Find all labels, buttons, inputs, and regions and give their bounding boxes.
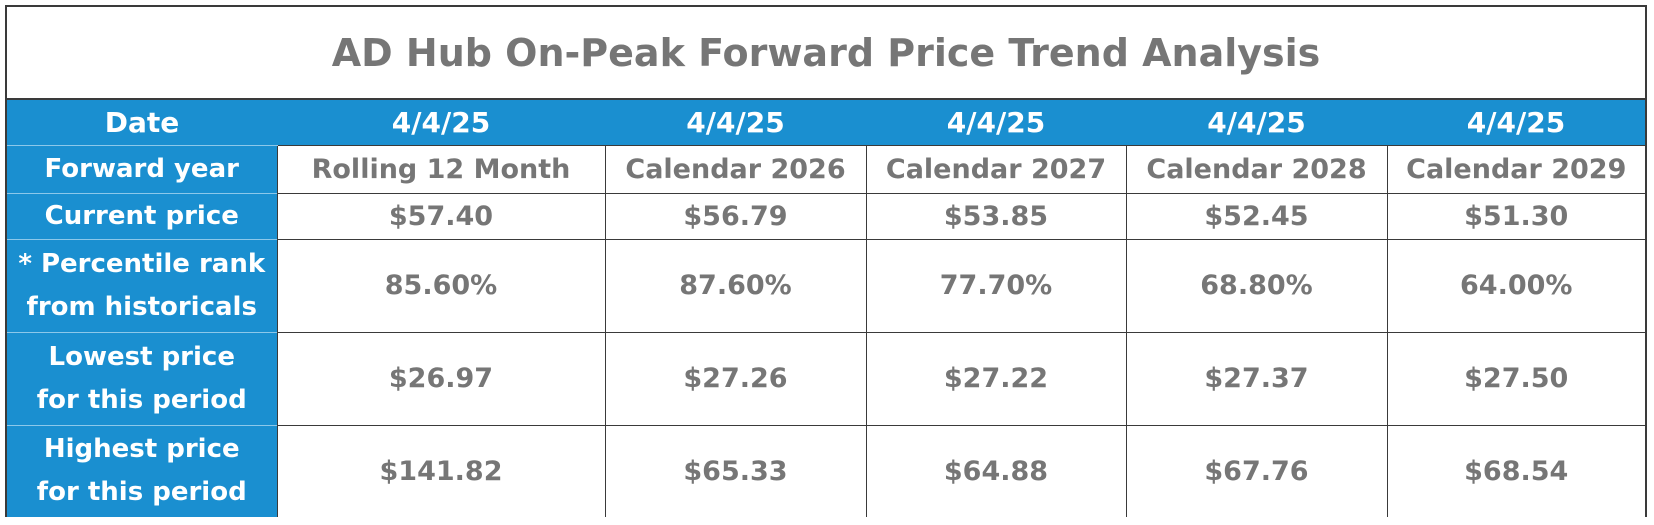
date-header-label: Date bbox=[7, 100, 277, 145]
lowest-price-cell: $27.26 bbox=[604, 331, 866, 425]
current-price-cell: $52.45 bbox=[1125, 192, 1387, 239]
lowest-price-label: Lowest price for this period bbox=[7, 331, 277, 425]
forward-year-cell: Calendar 2029 bbox=[1386, 144, 1645, 193]
lowest-price-cell: $27.50 bbox=[1386, 331, 1645, 425]
percentile-rank-label: * Percentile rank from historicals bbox=[7, 238, 277, 332]
percentile-rank-label-line2: from historicals bbox=[26, 291, 257, 322]
current-price-cell: $57.40 bbox=[276, 192, 605, 239]
forward-price-table: Date 4/4/25 4/4/25 4/4/25 4/4/25 4/4/25 … bbox=[7, 100, 1645, 517]
date-header-cell: 4/4/25 bbox=[1126, 100, 1387, 145]
percentile-rank-cell: 85.60% bbox=[276, 238, 605, 332]
highest-price-cell: $67.76 bbox=[1125, 424, 1387, 517]
highest-price-cell: $64.88 bbox=[865, 424, 1126, 517]
percentile-rank-label-line1: * Percentile rank bbox=[18, 248, 266, 279]
current-price-label: Current price bbox=[7, 192, 277, 239]
percentile-rank-cell: 87.60% bbox=[604, 238, 866, 332]
forward-year-cell: Rolling 12 Month bbox=[276, 144, 605, 193]
lowest-price-label-line2: for this period bbox=[36, 384, 247, 415]
lowest-price-cell: $27.22 bbox=[865, 331, 1126, 425]
forward-year-row: Forward year Rolling 12 Month Calendar 2… bbox=[7, 144, 1645, 193]
highest-price-cell: $65.33 bbox=[604, 424, 866, 517]
lowest-price-cell: $27.37 bbox=[1125, 331, 1387, 425]
forward-year-label: Forward year bbox=[7, 144, 277, 193]
highest-price-cell: $141.82 bbox=[276, 424, 605, 517]
current-price-cell: $51.30 bbox=[1386, 192, 1645, 239]
highest-price-label: Highest price for this period bbox=[7, 424, 277, 517]
forward-year-cell: Calendar 2026 bbox=[604, 144, 866, 193]
table-frame: AD Hub On-Peak Forward Price Trend Analy… bbox=[5, 5, 1647, 517]
date-header-cell: 4/4/25 bbox=[605, 100, 866, 145]
current-price-row: Current price $57.40 $56.79 $53.85 $52.4… bbox=[7, 192, 1645, 239]
current-price-cell: $53.85 bbox=[865, 192, 1126, 239]
date-header-cell: 4/4/25 bbox=[866, 100, 1126, 145]
percentile-rank-cell: 64.00% bbox=[1386, 238, 1645, 332]
date-header-row: Date 4/4/25 4/4/25 4/4/25 4/4/25 4/4/25 bbox=[7, 100, 1645, 145]
lowest-price-cell: $26.97 bbox=[276, 331, 605, 425]
highest-price-row: Highest price for this period $141.82 $6… bbox=[7, 424, 1645, 517]
lowest-price-row: Lowest price for this period $26.97 $27.… bbox=[7, 331, 1645, 425]
forward-year-cell: Calendar 2028 bbox=[1125, 144, 1387, 193]
lowest-price-label-line1: Lowest price bbox=[48, 341, 235, 372]
percentile-rank-row: * Percentile rank from historicals 85.60… bbox=[7, 238, 1645, 332]
table-title: AD Hub On-Peak Forward Price Trend Analy… bbox=[7, 7, 1645, 100]
highest-price-cell: $68.54 bbox=[1386, 424, 1645, 517]
highest-price-label-line2: for this period bbox=[36, 477, 247, 508]
date-header-cell: 4/4/25 bbox=[1387, 100, 1645, 145]
percentile-rank-cell: 77.70% bbox=[865, 238, 1126, 332]
date-header-cell: 4/4/25 bbox=[277, 100, 605, 145]
percentile-rank-cell: 68.80% bbox=[1125, 238, 1387, 332]
forward-year-cell: Calendar 2027 bbox=[865, 144, 1126, 193]
highest-price-label-line1: Highest price bbox=[43, 434, 240, 465]
current-price-cell: $56.79 bbox=[604, 192, 866, 239]
